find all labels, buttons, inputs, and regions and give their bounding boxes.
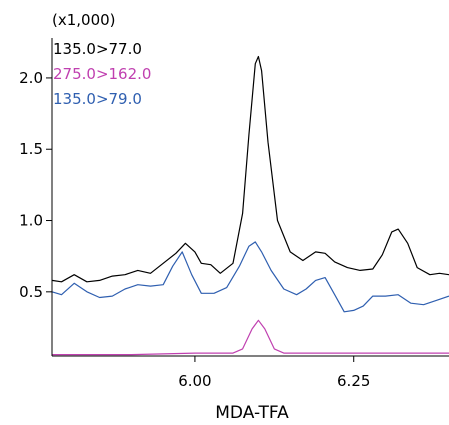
series-line-1 bbox=[52, 319, 449, 356]
series-line-0 bbox=[51, 55, 449, 283]
legend-entry-0: 135.0>77.0 bbox=[53, 40, 142, 58]
legend-entry-1: 275.0>162.0 bbox=[53, 65, 151, 83]
y-tick-label: 1.0 bbox=[19, 212, 43, 230]
plot-lines bbox=[51, 55, 449, 356]
x-axis-ticks: 6.00 6.25 bbox=[178, 356, 370, 390]
x-axis-title: MDA-TFA bbox=[215, 403, 289, 423]
legend: 135.0>77.0 275.0>162.0 135.0>79.0 bbox=[53, 40, 151, 108]
y-tick-label: 1.5 bbox=[19, 140, 43, 158]
x-tick-label: 6.00 bbox=[178, 372, 211, 390]
y-tick-label: 0.5 bbox=[19, 283, 43, 301]
x-tick-label: 6.25 bbox=[337, 372, 370, 390]
y-multiplier-label: (x1,000) bbox=[52, 11, 116, 29]
series-line-2 bbox=[51, 241, 449, 313]
y-tick-label: 2.0 bbox=[19, 69, 43, 87]
legend-entry-2: 135.0>79.0 bbox=[53, 90, 142, 108]
y-axis-ticks: 0.5 1.0 1.5 2.0 bbox=[19, 69, 52, 301]
axes bbox=[51, 38, 449, 357]
